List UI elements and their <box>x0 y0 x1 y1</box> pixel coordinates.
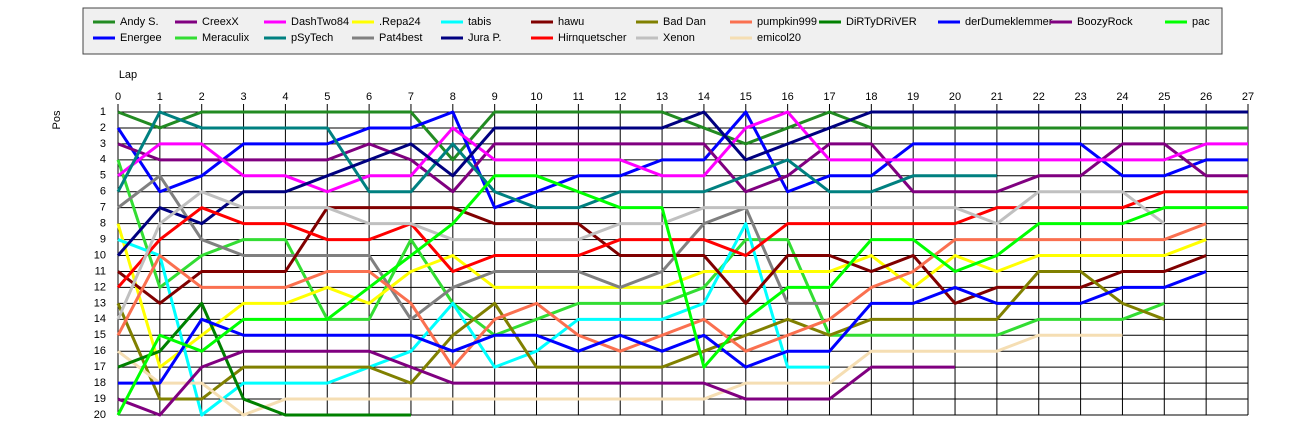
legend-label: emicol20 <box>757 32 801 44</box>
y-tick-label: 20 <box>94 409 106 421</box>
y-tick-label: 13 <box>94 297 106 309</box>
legend-label: derDumeklemmer <box>965 16 1053 28</box>
legend-label: Meraculix <box>202 32 250 44</box>
series-line <box>117 110 1248 194</box>
y-tick-label: 16 <box>94 345 106 357</box>
y-tick-label: 18 <box>94 377 106 389</box>
series-line <box>116 269 1165 401</box>
legend-label: pac <box>1192 16 1210 28</box>
x-tick-label: 15 <box>740 91 752 103</box>
y-tick-label: 1 <box>100 106 106 118</box>
y-tick-label: 9 <box>100 233 106 245</box>
series-line <box>117 333 1123 417</box>
legend-label: Andy S. <box>120 16 159 28</box>
legend-label: tabis <box>468 16 492 28</box>
x-tick-label: 2 <box>199 91 205 103</box>
y-tick-label: 11 <box>95 265 106 277</box>
legend-label: Hirnquetscher <box>558 32 627 44</box>
legend-label: DashTwo84 <box>291 16 349 28</box>
y-tick-label: 6 <box>100 186 106 198</box>
x-tick-label: 14 <box>698 91 710 103</box>
y-tick-label: 2 <box>100 122 106 134</box>
x-tick-label: 27 <box>1242 91 1254 103</box>
x-tick-label: 8 <box>450 91 456 103</box>
legend-label: BoozyRock <box>1077 16 1133 28</box>
y-tick-label: 17 <box>94 361 106 373</box>
series-line <box>116 222 1207 369</box>
x-tick-label: 25 <box>1158 91 1170 103</box>
x-tick-label: 21 <box>991 91 1003 103</box>
legend-label: Pat4best <box>379 32 422 44</box>
y-tick-label: 19 <box>94 393 106 405</box>
series-line <box>117 301 411 417</box>
legend-label: CreexX <box>202 16 239 28</box>
legend-label: hawu <box>558 16 584 28</box>
series-line <box>116 110 1248 257</box>
legend-box <box>82 7 1223 55</box>
x-tick-label: 11 <box>573 91 584 103</box>
x-tick-label: 3 <box>240 91 246 103</box>
x-tick-label: 12 <box>614 91 626 103</box>
x-tick-label: 4 <box>282 91 288 103</box>
series-line <box>116 110 997 210</box>
series-line <box>116 190 1248 289</box>
x-tick-label: 20 <box>949 91 961 103</box>
series-line <box>117 349 956 417</box>
y-tick-label: 4 <box>100 154 106 166</box>
y-tick-label: 7 <box>100 202 106 214</box>
x-tick-label: 7 <box>408 91 414 103</box>
legend-label: Energee <box>120 32 162 44</box>
x-tick-label: 9 <box>492 91 498 103</box>
x-tick-label: 6 <box>366 91 372 103</box>
x-tick-label: 13 <box>656 91 668 103</box>
y-tick-label: 14 <box>94 313 106 325</box>
series-line <box>116 223 1207 369</box>
y-tick-label: 3 <box>100 138 106 150</box>
x-tick-label: 24 <box>1116 91 1128 103</box>
x-tick-label: 26 <box>1200 91 1212 103</box>
legend-label: pSyTech <box>291 32 333 44</box>
series-line <box>116 110 1248 210</box>
x-tick-label: 18 <box>865 91 877 103</box>
y-tick-label: 15 <box>94 329 106 341</box>
x-axis-label: Lap <box>119 69 137 81</box>
y-tick-label: 8 <box>100 218 106 230</box>
y-tick-label: 10 <box>94 249 106 261</box>
x-tick-label: 23 <box>1074 91 1086 103</box>
legend-label: Jura P. <box>468 32 501 44</box>
legend-label: .Repa24 <box>379 16 421 28</box>
legend-label: Bad Dan <box>663 16 706 28</box>
legend-label: pumpkin999 <box>757 16 817 28</box>
x-tick-label: 16 <box>782 91 794 103</box>
x-tick-label: 10 <box>530 91 542 103</box>
x-tick-label: 17 <box>823 91 835 103</box>
x-tick-label: 22 <box>1033 91 1045 103</box>
series-line <box>116 174 1248 416</box>
x-tick-label: 5 <box>324 91 330 103</box>
x-tick-label: 0 <box>115 91 121 103</box>
y-axis-label: Pos <box>51 110 63 129</box>
y-tick-label: 5 <box>100 170 106 182</box>
series-line <box>116 190 1166 320</box>
legend-label: DiRTyDRiVER <box>846 16 917 28</box>
series-line <box>117 174 830 321</box>
y-tick-label: 12 <box>94 281 106 293</box>
series-line <box>118 270 1207 385</box>
series-line <box>117 142 1248 194</box>
x-tick-label: 19 <box>907 91 919 103</box>
x-tick-label: 1 <box>157 91 163 103</box>
series-line <box>117 222 830 417</box>
legend-label: Xenon <box>663 32 695 44</box>
series-line <box>116 159 1165 337</box>
